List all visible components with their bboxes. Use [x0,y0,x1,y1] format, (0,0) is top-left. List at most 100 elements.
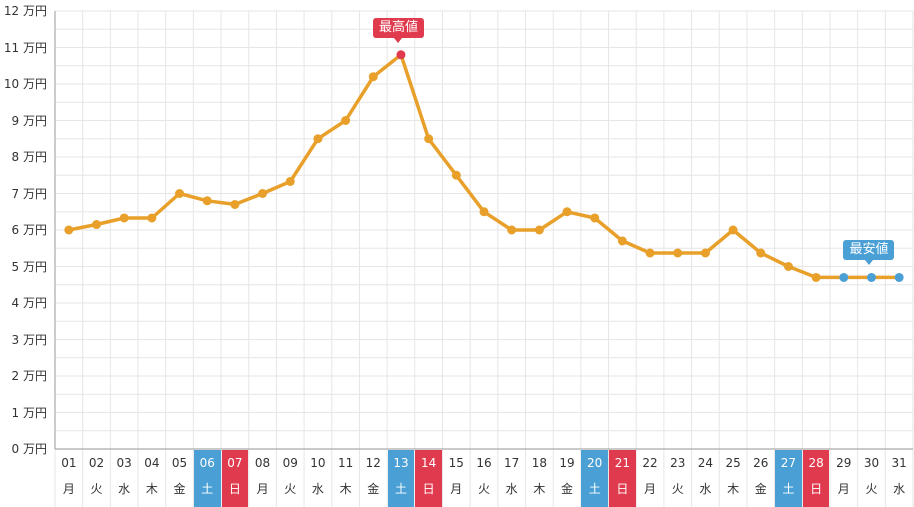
weekday-label: 日 [228,482,241,496]
y-tick-label: 5 万円 [11,259,47,274]
weekday-label: 木 [533,482,546,496]
day-number: 08 [254,456,271,470]
day-number: 24 [697,456,714,470]
day-number: 26 [753,456,769,470]
data-point-marker [64,225,74,235]
x-tick-day-22: 22 月 [637,450,664,507]
day-number: 05 [171,456,188,470]
data-point-marker [479,207,489,217]
x-tick-day-17: 17 水 [498,450,525,507]
x-tick-day-02: 02 火 [83,450,110,507]
data-point-marker [202,196,212,206]
data-point-marker [534,225,544,235]
weekday-label: 木 [339,482,352,496]
day-number: 15 [448,456,464,470]
day-number: 29 [836,456,852,470]
day-number: 19 [559,456,575,470]
weekday-label: 金 [173,482,186,496]
min-point-marker [894,272,904,282]
day-number: 02 [88,456,105,470]
day-number: 25 [725,456,741,470]
weekday-label: 日 [616,482,629,496]
day-number: 18 [531,456,547,470]
x-tick-day-28: 28 日 [802,450,830,507]
y-tick-label: 4 万円 [11,296,47,310]
x-tick-day-04: 04 木 [139,450,166,507]
x-tick-day-03: 03 水 [111,450,138,507]
day-number: 04 [144,456,160,470]
x-tick-day-06: 06 土 [193,450,221,507]
data-point-marker [783,262,793,271]
day-number: 11 [337,456,354,470]
day-number: 23 [670,456,686,470]
data-point-marker [507,225,517,235]
data-point-marker [590,213,600,223]
day-number: 13 [393,456,409,470]
data-point-marker [424,134,434,144]
data-point-marker [756,248,766,258]
min-price-tag: 最安値 [843,240,895,266]
weekday-label: 火 [477,482,490,496]
x-tick-day-05: 05 金 [166,450,193,507]
day-number: 17 [504,456,520,470]
data-point-marker [258,189,268,198]
data-point-marker [451,170,461,180]
day-number: 07 [227,456,243,470]
day-number: 16 [476,456,492,470]
y-tick-label: 11 万円 [3,40,47,55]
x-tick-day-15: 15 月 [443,450,470,507]
data-point-marker [92,220,102,230]
data-point-marker [368,72,378,82]
data-point-marker [175,189,185,198]
weekday-label: 水 [699,482,712,496]
data-point-marker [562,207,572,217]
day-number: 28 [808,456,824,470]
data-point-marker [645,248,655,258]
x-tick-day-10: 10 水 [305,450,332,507]
weekday-label: 金 [754,482,767,496]
x-tick-day-08: 08 月 [249,450,276,507]
weekday-label: 水 [893,482,906,496]
x-tick-day-09: 09 火 [277,450,304,507]
data-point-marker [119,213,129,223]
weekday-label: 火 [284,482,297,496]
weekday-label: 土 [394,482,407,496]
data-point-marker [285,176,295,186]
x-tick-day-21: 21 日 [609,450,636,507]
x-tick-day-20: 20 土 [581,450,609,507]
x-tick-day-25: 25 木 [720,450,747,507]
day-number: 14 [420,456,437,470]
x-tick-day-27: 27 土 [775,450,802,507]
weekday-label: 木 [727,482,740,496]
data-point-marker [673,248,683,258]
day-number: 30 [863,456,880,470]
x-tick-day-14: 14 日 [415,450,442,507]
y-tick-label: 10 万円 [3,77,47,91]
day-number: 01 [61,456,77,470]
y-tick-label: 9 万円 [11,113,47,128]
x-tick-day-30: 30 火 [858,450,885,507]
x-tick-day-13: 13 土 [387,450,415,507]
data-point-marker [313,134,323,144]
day-number: 06 [199,456,215,470]
x-tick-day-16: 16 火 [471,450,498,507]
weekday-label: 月 [644,482,657,496]
weekday-label: 月 [837,482,850,496]
day-number: 20 [587,456,603,470]
data-point-marker [341,116,351,125]
weekday-label: 火 [671,482,684,496]
x-tick-day-23: 23 火 [664,450,691,507]
day-number: 10 [310,456,326,470]
y-tick-label: 7 万円 [11,186,47,201]
day-number: 09 [282,456,298,470]
x-tick-day-24: 24 水 [692,450,719,507]
weekday-label: 月 [450,482,463,496]
y-tick-label: 6 万円 [11,223,47,237]
weekday-label: 水 [505,482,518,496]
x-tick-day-26: 26 金 [747,450,774,507]
weekday-label: 水 [118,482,131,496]
weekday-label: 金 [367,482,380,496]
day-number: 22 [642,456,658,470]
day-number: 27 [780,456,797,470]
